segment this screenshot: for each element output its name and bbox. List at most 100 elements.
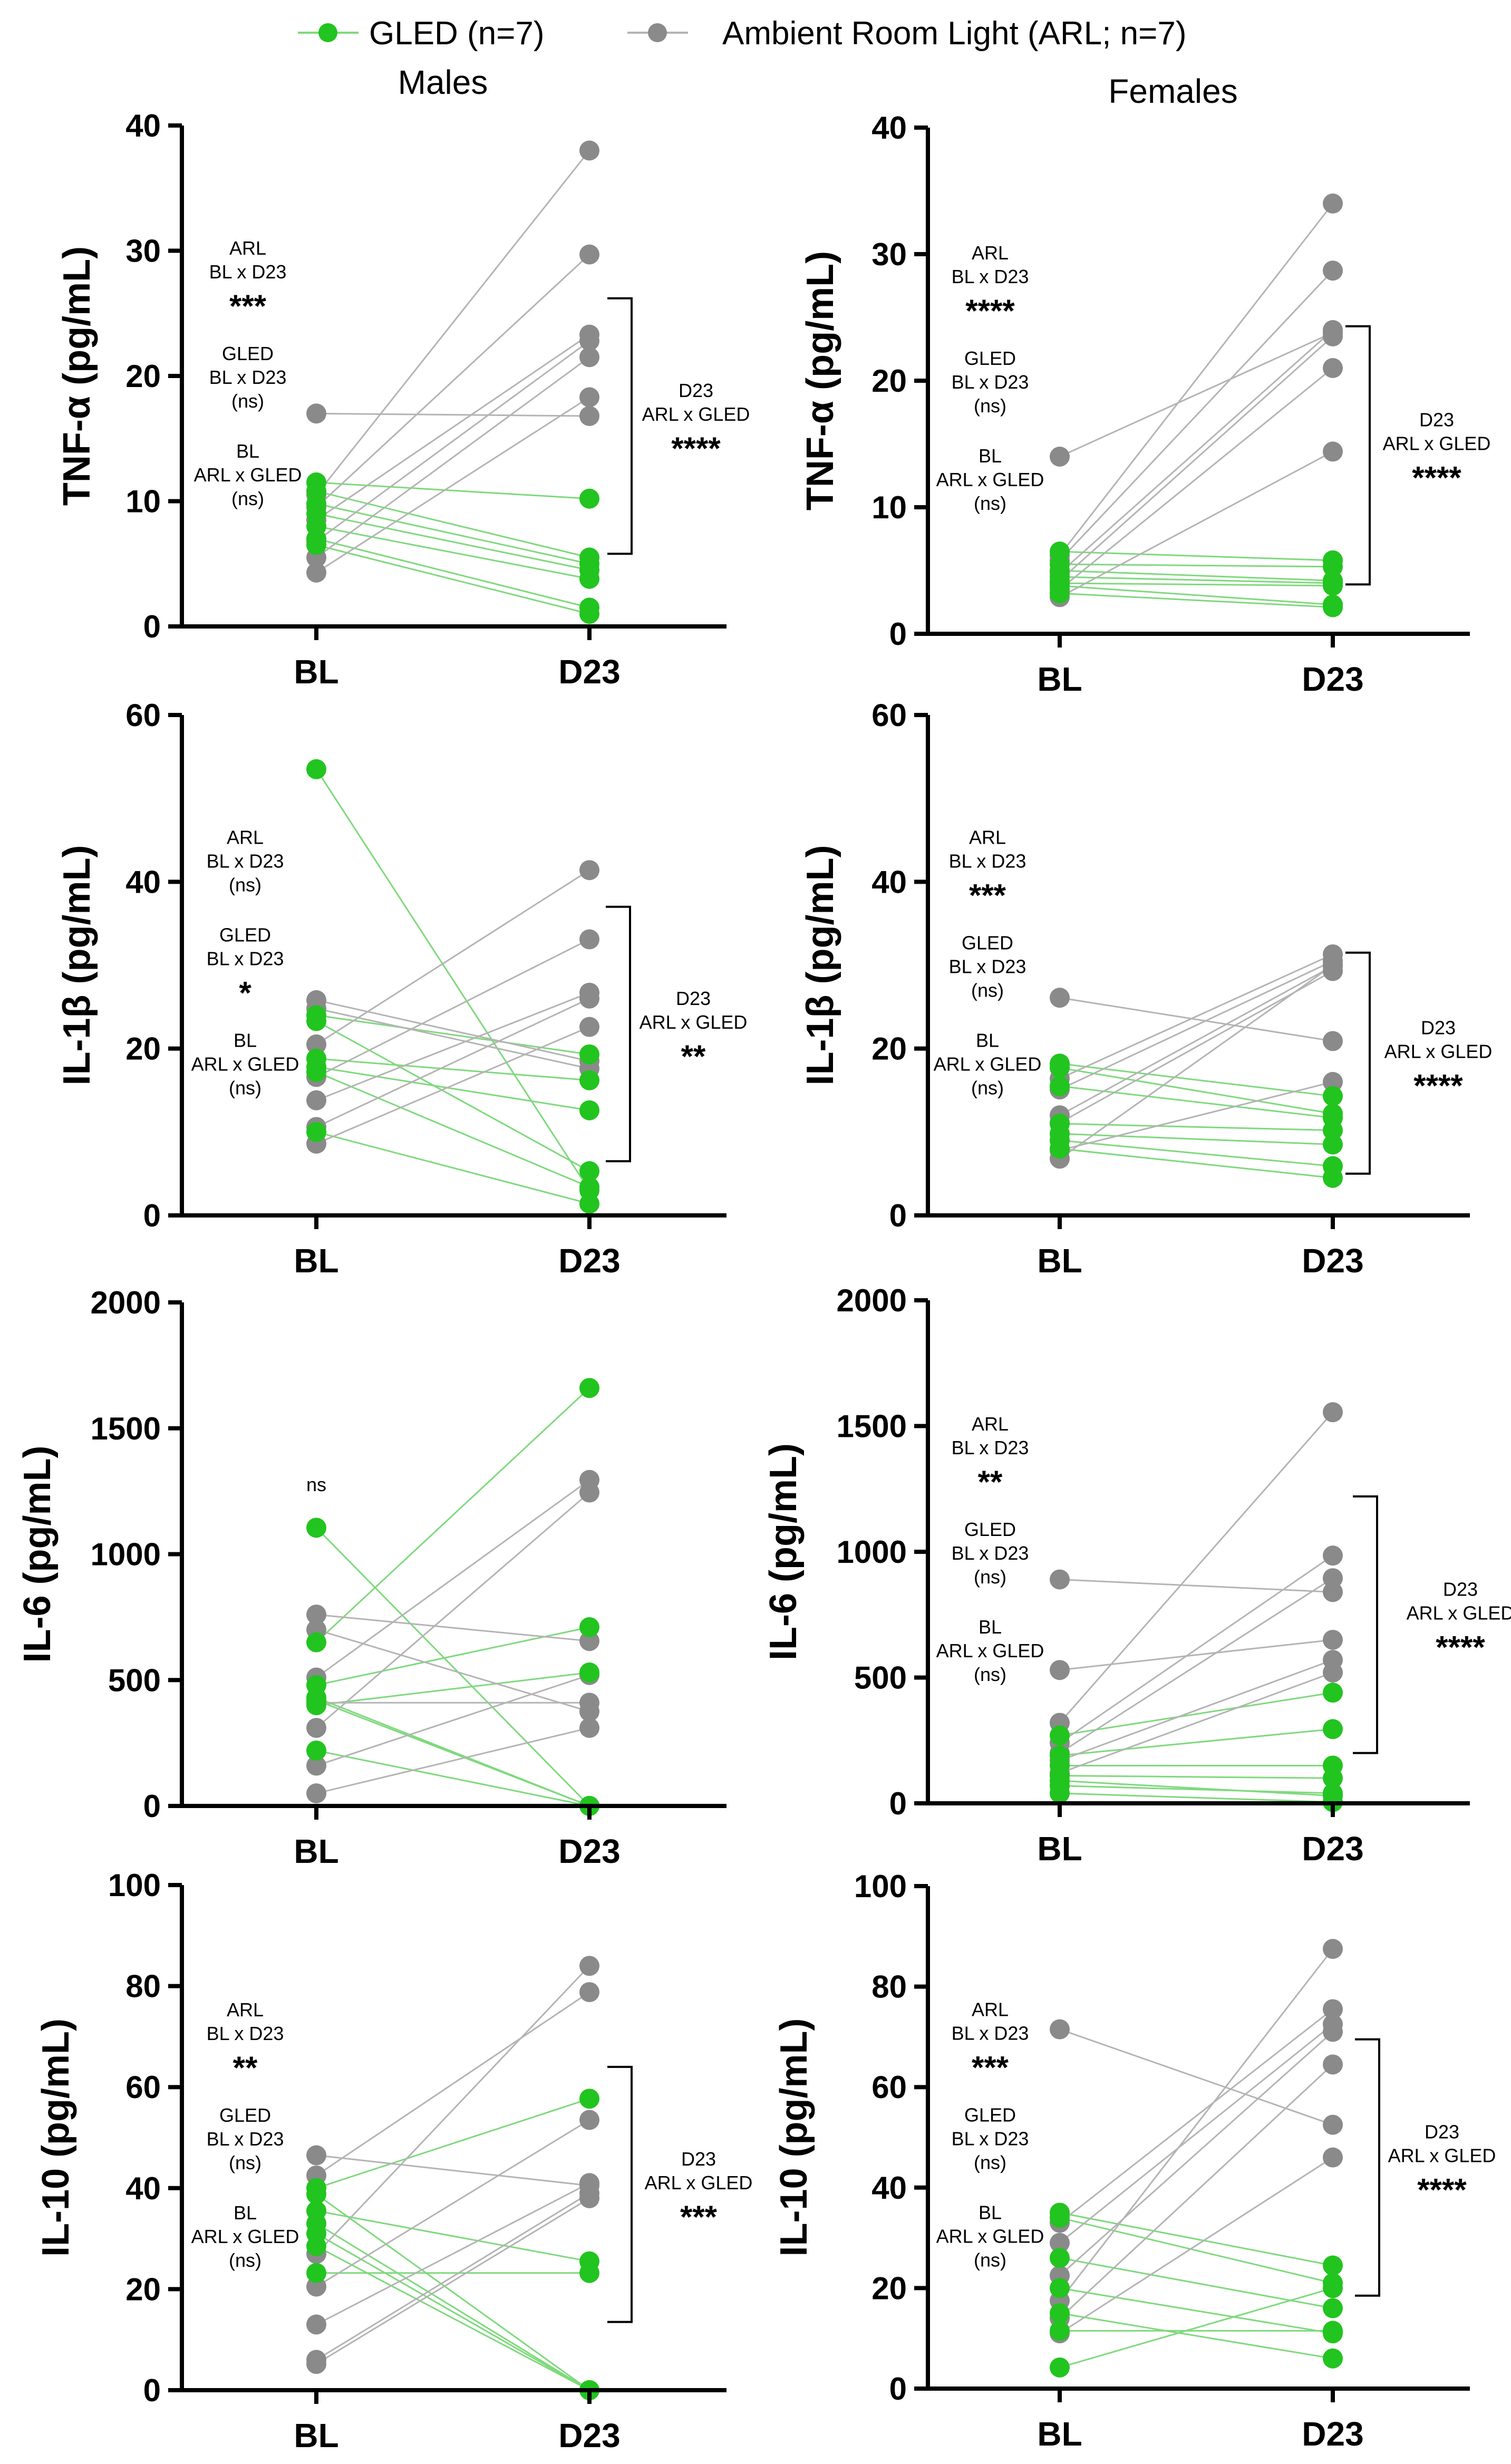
bracket-annotation-text: D23 <box>679 380 713 401</box>
y-tick-label-4: 80 <box>871 1969 907 2005</box>
stat-annotation-text: GLED <box>222 343 274 364</box>
y-tick-label-0: 0 <box>889 1198 907 1233</box>
bracket-significance-stars: **** <box>1413 1068 1463 1103</box>
gled-pair-line-4 <box>1059 1133 1333 1146</box>
gled-d23-point-6 <box>579 1193 599 1214</box>
arl-pair-line-1 <box>1059 953 1333 1079</box>
gled-pair-line-5 <box>316 538 590 608</box>
stat-annotation-text: BL x D23 <box>207 851 284 872</box>
comparison-bracket <box>607 2065 633 2323</box>
x-tick-label-d23: D23 <box>1302 1830 1363 1868</box>
data-points <box>1050 1939 1343 2378</box>
arl-d23-point-0 <box>1323 1582 1343 1602</box>
gled-d23-point-4 <box>579 568 599 589</box>
stat-annotation-text: BL <box>979 445 1002 467</box>
connecting-lines <box>315 768 590 1205</box>
arl-pair-line-4 <box>1059 1948 1334 2302</box>
gled-d23-point-5 <box>1323 2321 1343 2341</box>
bracket-significance-stars: **** <box>1417 2172 1467 2208</box>
arl-pair-line-3 <box>316 1492 590 1729</box>
arl-pair-line-4 <box>316 2182 590 2325</box>
arl-pair-line-6 <box>316 1026 590 1145</box>
y-tick-label-4: 40 <box>125 108 161 143</box>
gled-pair-line-0 <box>1059 1062 1333 1097</box>
arl-pair-line-1 <box>1059 203 1334 556</box>
panel-female-il1b: 0 20 40 60 BL D23 IL-1β (pg/mL) ARL BL x D23 *** G… <box>799 698 1492 1280</box>
stat-annotation-text: ARL <box>229 237 266 259</box>
arl-bl-point-0 <box>306 403 326 424</box>
data-points <box>1050 1402 1343 1812</box>
stat-annotation-ns: ns <box>306 1474 326 1495</box>
gled-bl-point-0 <box>306 759 326 779</box>
arl-d23-point-2 <box>1323 1402 1343 1423</box>
gled-pair-line-5 <box>1059 585 1333 606</box>
gled-bl-point-4 <box>1050 2303 1070 2324</box>
stat-annotation-text: GLED <box>964 1519 1016 1540</box>
column-title-males: Males <box>398 63 488 101</box>
arl-pair-line-2 <box>316 869 590 1046</box>
arl-pair-line-4 <box>316 992 590 1101</box>
stat-annotation-text: BL <box>979 2202 1002 2224</box>
bracket-annotation-text: D23 <box>1421 1017 1456 1038</box>
stat-significance-stars: *** <box>972 2050 1009 2085</box>
stat-annotation-text: GLED <box>964 2104 1016 2126</box>
stat-annotation-text: ARL x GLED <box>194 464 302 486</box>
y-tick-label-2: 40 <box>125 864 161 900</box>
bracket-significance-stars: ** <box>681 1039 706 1074</box>
gled-pair-line-6 <box>316 1750 590 1807</box>
gled-d23-point-0 <box>1323 2255 1343 2276</box>
arl-d23-point-0 <box>1323 2114 1343 2135</box>
arl-pair-line-0 <box>1059 1578 1333 1593</box>
arl-bl-point-4 <box>306 1090 326 1110</box>
legend: GLED (n=7) Ambient Room Light (ARL; n=7) <box>298 15 1186 52</box>
arl-pair-line-3 <box>316 334 590 521</box>
gled-d23-point-1 <box>579 1044 599 1065</box>
y-tick-label-1: 20 <box>125 1031 161 1067</box>
arl-pair-line-4 <box>1059 335 1333 582</box>
gled-pair-line-6 <box>316 544 590 615</box>
y-tick-label-1: 20 <box>871 2270 907 2306</box>
gled-d23-point-0 <box>579 2089 599 2109</box>
arl-pair-line-0 <box>316 412 590 417</box>
gled-bl-point-0 <box>1050 1725 1070 1746</box>
arl-d23-point-3 <box>1323 2022 1343 2042</box>
arl-bl-point-6 <box>306 2354 326 2374</box>
legend-gled-marker <box>318 23 337 42</box>
arl-pair-line-3 <box>1059 965 1333 1116</box>
stat-annotation-text: BL <box>979 1616 1002 1638</box>
gled-pair-line-1 <box>1059 1728 1333 1756</box>
gled-pair-line-2 <box>316 2210 590 2263</box>
arl-pair-line-3 <box>316 2119 590 2287</box>
y-tick-label-2: 20 <box>125 359 161 394</box>
gled-pair-line-4 <box>316 2233 590 2391</box>
gled-d23-point-4 <box>1323 1134 1343 1155</box>
connecting-lines <box>315 1387 590 1807</box>
y-tick-label-0: 0 <box>143 609 161 644</box>
y-axis-title: IL-1β (pg/mL) <box>799 845 841 1086</box>
gled-d23-point-1 <box>1323 1719 1343 1740</box>
arl-d23-point-5 <box>579 1717 599 1738</box>
arl-pair-line-3 <box>1059 2031 1333 2276</box>
y-axis-title: IL-6 (pg/mL) <box>16 1446 59 1663</box>
x-tick-label-bl: BL <box>294 1242 338 1280</box>
arl-bl-point-0 <box>1050 988 1070 1008</box>
arl-d23-point-0 <box>579 1631 599 1651</box>
stat-annotation-text: (ns) <box>231 390 264 412</box>
gled-d23-point-0 <box>1323 1086 1343 1106</box>
arl-pair-line-5 <box>316 998 590 1128</box>
gled-pair-line-6 <box>1059 592 1333 608</box>
gled-pair-line-5 <box>1059 1785 1333 1794</box>
arl-pair-line-3 <box>1059 1554 1333 1744</box>
y-tick-label-0: 0 <box>143 2373 161 2408</box>
arl-pair-line-1 <box>315 150 590 496</box>
gled-pair-line-6 <box>1059 1792 1333 1803</box>
arl-d23-point-6 <box>1323 955 1343 975</box>
y-tick-label-1: 10 <box>125 484 161 519</box>
stat-annotation-text: BL x D23 <box>209 366 287 388</box>
gled-pair-line-1 <box>315 1387 590 1643</box>
stat-annotation-text: BL x D23 <box>952 1542 1029 1564</box>
stat-annotation-text: BL x D23 <box>952 1437 1029 1458</box>
gled-bl-point-2 <box>1050 2248 1070 2268</box>
